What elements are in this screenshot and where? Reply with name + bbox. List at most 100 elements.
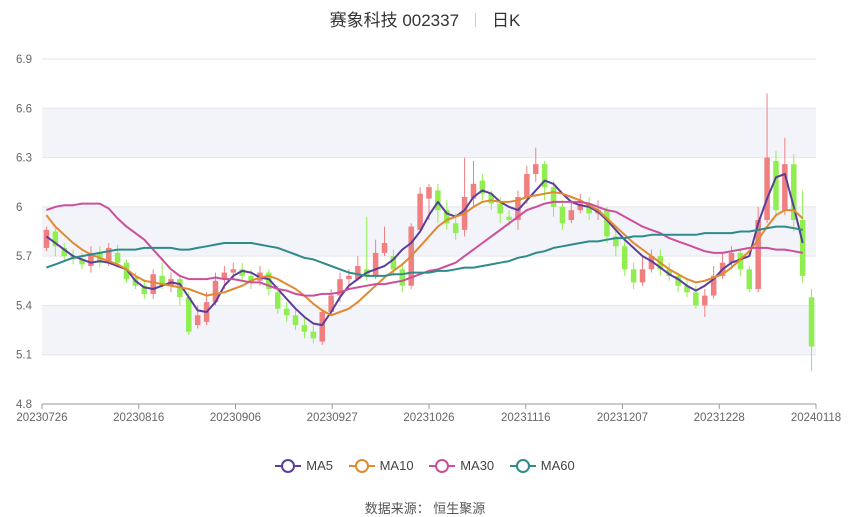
candle-body bbox=[426, 187, 432, 199]
legend-item-ma30[interactable]: MA30 bbox=[429, 458, 494, 473]
candle-body bbox=[319, 312, 325, 342]
candle-body bbox=[275, 292, 281, 309]
candle-body bbox=[524, 174, 530, 197]
candle-body bbox=[337, 279, 343, 296]
period-label: 日K bbox=[492, 11, 521, 30]
candle-body bbox=[452, 223, 459, 234]
candle-body bbox=[239, 269, 245, 276]
candle-body bbox=[417, 193, 423, 230]
legend-item-ma5[interactable]: MA5 bbox=[275, 458, 333, 473]
candle-body bbox=[479, 180, 486, 194]
y-tick-label: 6.9 bbox=[16, 54, 32, 66]
candle-body bbox=[675, 275, 681, 286]
candle-body bbox=[586, 203, 592, 214]
candle-body bbox=[506, 216, 512, 220]
y-tick-label: 4.8 bbox=[16, 399, 32, 411]
candle-body bbox=[159, 275, 165, 286]
x-tick-label: 20231026 bbox=[403, 412, 454, 424]
legend-item-ma60[interactable]: MA60 bbox=[509, 458, 575, 473]
candle-body bbox=[301, 325, 308, 332]
candle-body bbox=[737, 252, 744, 270]
y-tick-label: 5.1 bbox=[16, 350, 32, 362]
candle-body bbox=[648, 256, 655, 270]
legend-label-ma5: MA5 bbox=[306, 458, 333, 473]
legend: MA5 MA10 MA30 MA60 bbox=[0, 458, 850, 476]
candle-body bbox=[355, 266, 361, 280]
candle-body bbox=[61, 247, 67, 257]
x-tick-label: 20240118 bbox=[791, 412, 841, 424]
y-tick-label: 5.4 bbox=[16, 300, 33, 312]
candle-body bbox=[621, 246, 628, 270]
candle-body bbox=[684, 285, 690, 293]
candle-body bbox=[488, 193, 495, 204]
candle-body bbox=[43, 229, 50, 248]
candle-body bbox=[666, 269, 672, 276]
candle-body bbox=[710, 275, 717, 296]
candle-body bbox=[728, 252, 735, 263]
candle-body bbox=[791, 164, 797, 220]
candle-body bbox=[346, 275, 352, 280]
x-tick-label: 20231207 bbox=[597, 412, 648, 424]
candle-body bbox=[639, 269, 646, 283]
legend-label-ma10: MA10 bbox=[379, 458, 414, 473]
y-tick-label: 6.3 bbox=[16, 153, 32, 165]
legend-item-ma10[interactable]: MA10 bbox=[348, 458, 414, 473]
grid-band bbox=[42, 305, 816, 355]
candle-body bbox=[746, 269, 753, 289]
candle-body bbox=[292, 315, 299, 326]
candle-body bbox=[150, 274, 156, 294]
candle-body bbox=[497, 203, 503, 214]
candle-body bbox=[52, 231, 59, 247]
x-tick-label: 20230906 bbox=[210, 412, 261, 424]
candle-body bbox=[79, 259, 85, 265]
candle-body bbox=[613, 236, 619, 247]
x-tick-label: 20231116 bbox=[501, 412, 550, 424]
stock-name: 赛象科技 002337 bbox=[329, 11, 460, 30]
candle-body bbox=[773, 160, 779, 211]
candle-body bbox=[88, 252, 94, 266]
candle-body bbox=[764, 157, 770, 220]
candle-body bbox=[372, 252, 379, 276]
candle-body bbox=[799, 220, 806, 276]
y-tick-label: 6.6 bbox=[16, 103, 32, 115]
candle-body bbox=[568, 210, 575, 220]
candle-body bbox=[310, 331, 317, 339]
candle-body bbox=[808, 297, 815, 347]
candle-body bbox=[105, 247, 112, 263]
candle-body bbox=[212, 280, 219, 303]
candle-body bbox=[221, 272, 228, 280]
candle-body bbox=[328, 295, 334, 312]
legend-marker-ma5 bbox=[275, 458, 302, 473]
y-tick-label: 5.7 bbox=[16, 251, 32, 263]
candle-body bbox=[390, 256, 397, 270]
x-tick-label: 20230816 bbox=[113, 412, 164, 424]
candle-body bbox=[266, 272, 272, 289]
y-tick-label: 6 bbox=[16, 202, 22, 214]
candle-body bbox=[630, 269, 637, 283]
candle-body bbox=[230, 269, 237, 273]
candle-body bbox=[550, 187, 557, 207]
series-line-ma5 bbox=[45, 173, 804, 327]
candle-body bbox=[559, 206, 566, 224]
legend-marker-ma30 bbox=[429, 458, 456, 473]
candle-body bbox=[604, 210, 610, 237]
x-tick-label: 20231228 bbox=[694, 412, 745, 424]
candle-body bbox=[693, 292, 699, 306]
candle-body bbox=[381, 243, 388, 253]
chart-title: 赛象科技 002337 日K bbox=[0, 6, 850, 31]
candle-body bbox=[444, 210, 450, 224]
series-line-ma60 bbox=[46, 225, 803, 277]
candle-body bbox=[533, 164, 539, 174]
candle-body bbox=[399, 269, 406, 286]
legend-label-ma30: MA30 bbox=[460, 458, 495, 473]
title-separator bbox=[475, 13, 477, 27]
candle-body bbox=[782, 164, 788, 211]
candle-body bbox=[141, 285, 148, 294]
candle-body bbox=[541, 164, 548, 188]
series-line-ma10 bbox=[45, 191, 804, 317]
candle-body bbox=[283, 308, 290, 316]
candle-body bbox=[755, 220, 761, 289]
candle-body bbox=[186, 297, 192, 332]
candle-body bbox=[435, 190, 441, 211]
data-source: 数据来源： 恒生聚源 bbox=[364, 501, 486, 516]
